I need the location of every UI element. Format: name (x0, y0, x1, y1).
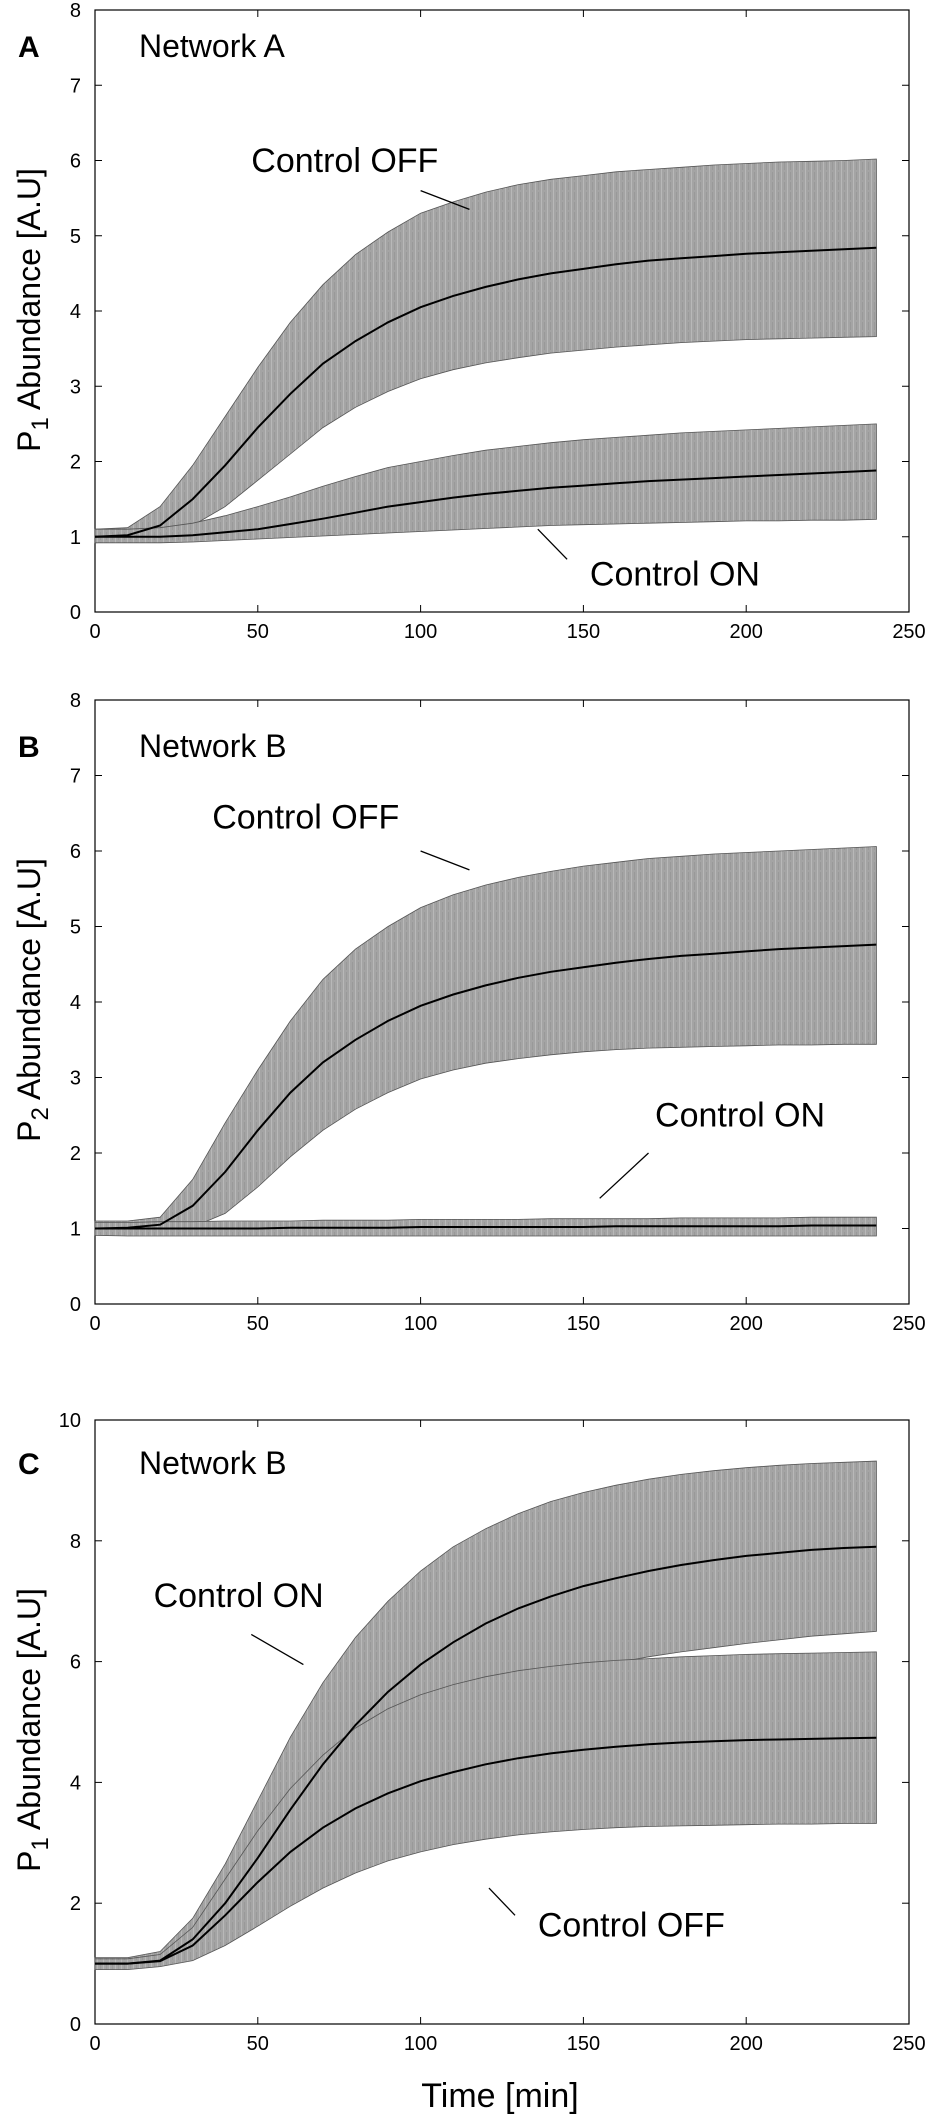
x-tick-label: 0 (89, 2033, 100, 2055)
x-tick-label: 100 (404, 621, 437, 643)
annotation-label: Control OFF (251, 142, 438, 180)
x-tick-label: 100 (404, 2033, 437, 2055)
annotation-pointer (599, 1152, 649, 1199)
x-tick-label: 50 (247, 2033, 269, 2055)
y-tick-label: 8 (70, 0, 81, 22)
y-tick-label: 5 (70, 226, 81, 248)
y-tick-label: 1 (70, 1219, 81, 1241)
x-tick-label: 200 (730, 2033, 763, 2055)
line-control-off (95, 1736, 877, 1965)
y-axis-title: P1 Abundance [A.U] (11, 1588, 54, 1872)
band-control-off (94, 846, 877, 1235)
x-tick-label: 50 (247, 621, 269, 643)
axis-ticks: 0 50 100 150 200 250 0 1 2 3 4 5 6 7 8 (70, 0, 926, 643)
y-tick-label: 2 (70, 1893, 81, 1915)
confidence-bands (94, 158, 877, 544)
x-tick-label: 250 (892, 621, 925, 643)
y-tick-label: 5 (70, 917, 81, 939)
y-title-main: P (11, 1121, 47, 1142)
x-tick-label: 0 (89, 621, 100, 643)
mean-lines (94, 943, 877, 1230)
y-tick-label: 4 (70, 1772, 81, 1794)
y-tick-label: 3 (70, 376, 81, 398)
network-label: Network B (139, 728, 287, 764)
annotations: Control OFF Control ON (251, 142, 760, 594)
y-title-main: P (11, 431, 47, 452)
y-tick-label: 0 (70, 1294, 81, 1316)
x-tick-label: 0 (89, 1313, 100, 1335)
panel-letter: B (18, 731, 40, 764)
mean-lines (94, 246, 877, 538)
x-tick-label: 200 (730, 1313, 763, 1335)
y-tick-label: 8 (70, 690, 81, 712)
x-tick-label: 150 (567, 621, 600, 643)
y-tick-label: 1 (70, 527, 81, 549)
axis-ticks: 0 50 100 150 200 250 0 1 2 3 4 5 6 7 8 (70, 690, 926, 1335)
line-control-off (94, 246, 877, 538)
y-title-sub: 1 (27, 1837, 54, 1850)
band-control-off (94, 1651, 877, 1970)
band-control-on (94, 423, 877, 544)
annotation-pointer (537, 528, 568, 560)
annotation-pointer (420, 850, 470, 871)
y-tick-label: 6 (70, 841, 81, 863)
confidence-bands (94, 1460, 877, 1970)
y-title-rest: Abundance [A.U] (11, 1588, 47, 1837)
line-control-on (95, 469, 877, 538)
y-tick-label: 6 (70, 151, 81, 173)
y-tick-label: 2 (70, 452, 81, 474)
y-tick-label: 10 (59, 1410, 81, 1432)
x-tick-label: 250 (892, 2033, 925, 2055)
annotation-label: Control OFF (538, 1906, 725, 1944)
y-tick-label: 4 (70, 301, 81, 323)
panel-letter: A (18, 31, 40, 64)
annotation-label: Control ON (655, 1097, 825, 1135)
y-tick-label: 3 (70, 1068, 81, 1090)
annotation-label: Control ON (154, 1577, 324, 1615)
annotations: Control OFF Control ON (212, 798, 825, 1199)
x-axis-title: Time [min] (421, 2077, 578, 2115)
panel-letter: C (18, 1448, 40, 1481)
x-tick-label: 150 (567, 2033, 600, 2055)
y-tick-label: 0 (70, 2014, 81, 2036)
y-title-sub: 2 (27, 1107, 54, 1120)
y-tick-label: 6 (70, 1652, 81, 1674)
y-tick-label: 0 (70, 602, 81, 624)
annotation-pointer (420, 189, 470, 211)
annotation-pointer (250, 1633, 304, 1666)
annotation-label: Control OFF (212, 798, 399, 836)
y-axis-title: P2 Abundance [A.U] (11, 858, 54, 1142)
y-tick-label: 7 (70, 75, 81, 97)
y-tick-label: 2 (70, 1143, 81, 1165)
line-control-on (95, 1545, 877, 1965)
x-tick-label: 250 (892, 1313, 925, 1335)
annotations: Control ON Control OFF (154, 1577, 725, 1944)
y-title-main: P (11, 1851, 47, 1872)
line-control-on (95, 1224, 877, 1230)
annotation-pointer (488, 1887, 516, 1916)
y-title-sub: 1 (27, 417, 54, 430)
y-axis-title: P1 Abundance [A.U] (11, 168, 54, 452)
y-tick-label: 4 (70, 992, 81, 1014)
y-title-rest: Abundance [A.U] (11, 858, 47, 1107)
annotation-label: Control ON (590, 556, 760, 594)
y-tick-label: 8 (70, 1531, 81, 1553)
y-tick-label: 7 (70, 766, 81, 788)
mean-lines (95, 1545, 877, 1965)
network-label: Network A (139, 28, 285, 64)
x-tick-label: 100 (404, 1313, 437, 1335)
y-title-rest: Abundance [A.U] (11, 168, 47, 417)
x-tick-label: 150 (567, 1313, 600, 1335)
network-label: Network B (139, 1445, 287, 1481)
axis-ticks: 0 50 100 150 200 250 0 2 4 6 8 10 (59, 1410, 926, 2055)
band-control-off (94, 158, 877, 544)
x-tick-label: 50 (247, 1313, 269, 1335)
x-tick-label: 200 (730, 621, 763, 643)
line-control-off (94, 943, 877, 1230)
